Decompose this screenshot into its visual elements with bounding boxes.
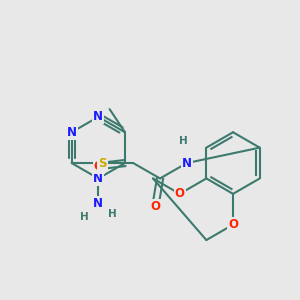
Text: S: S bbox=[98, 157, 107, 169]
Text: N: N bbox=[93, 172, 103, 185]
Text: H: H bbox=[108, 209, 116, 219]
Text: O: O bbox=[175, 187, 185, 200]
Text: N: N bbox=[67, 126, 76, 139]
Text: O: O bbox=[94, 160, 104, 172]
Text: N: N bbox=[182, 157, 192, 169]
Text: N: N bbox=[93, 110, 103, 123]
Text: N: N bbox=[93, 196, 103, 210]
Text: O: O bbox=[150, 200, 161, 213]
Text: O: O bbox=[228, 218, 238, 231]
Text: H: H bbox=[179, 136, 188, 146]
Text: H: H bbox=[80, 212, 89, 222]
